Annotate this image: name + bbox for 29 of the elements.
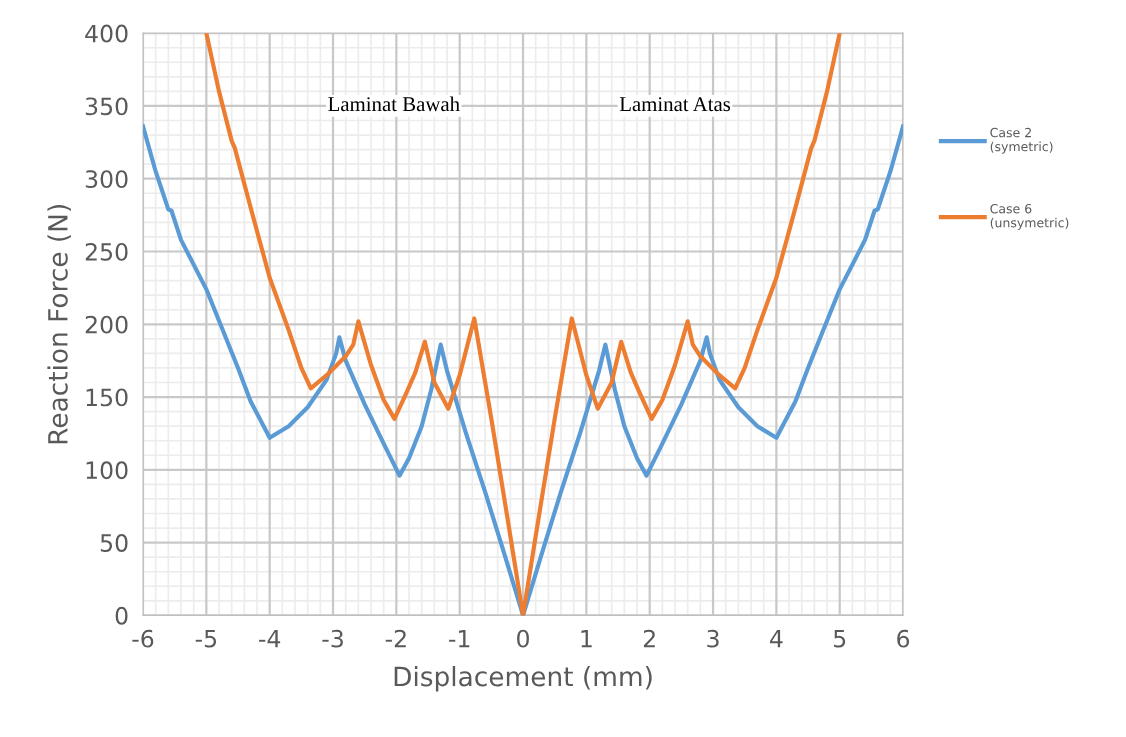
x-tick-label: 4 xyxy=(770,630,783,648)
y-tick-label: 300 xyxy=(85,170,128,189)
annotation: Laminat Atas xyxy=(619,97,731,112)
annotation: Laminat Bawah xyxy=(328,96,460,112)
y-tick-label: 150 xyxy=(86,388,128,407)
y-tick-label: 0 xyxy=(115,606,128,625)
x-tick-label: -2 xyxy=(385,629,406,648)
x-axis-title: Displacement (mm) xyxy=(394,666,652,692)
x-tick-label: -5 xyxy=(195,630,217,648)
x-tick-label: 5 xyxy=(834,630,846,648)
x-tick-label: 2 xyxy=(643,629,655,648)
x-tick-label: -3 xyxy=(322,629,343,648)
legend-label: Case 2 (symetric) xyxy=(990,127,1053,154)
x-tick-label: 0 xyxy=(517,629,529,648)
y-tick-label: 100 xyxy=(86,461,128,480)
y-tick-label: 50 xyxy=(100,534,128,552)
x-tick-label: 6 xyxy=(897,629,910,648)
y-axis-title: Reaction Force (N) xyxy=(47,205,71,444)
legend-label: Case 6 (unsymetric) xyxy=(990,203,1069,230)
line-series xyxy=(204,33,842,616)
y-tick-label: 400 xyxy=(85,24,128,43)
x-tick-label: -1 xyxy=(449,630,470,648)
x-tick-label: -4 xyxy=(259,630,281,648)
x-tick-label: -6 xyxy=(132,629,154,648)
y-tick-label: 200 xyxy=(85,315,128,334)
x-tick-label: 3 xyxy=(707,629,719,648)
y-tick-label: 350 xyxy=(85,97,128,116)
y-tick-label: 250 xyxy=(85,242,128,261)
x-tick-label: 1 xyxy=(581,630,592,648)
